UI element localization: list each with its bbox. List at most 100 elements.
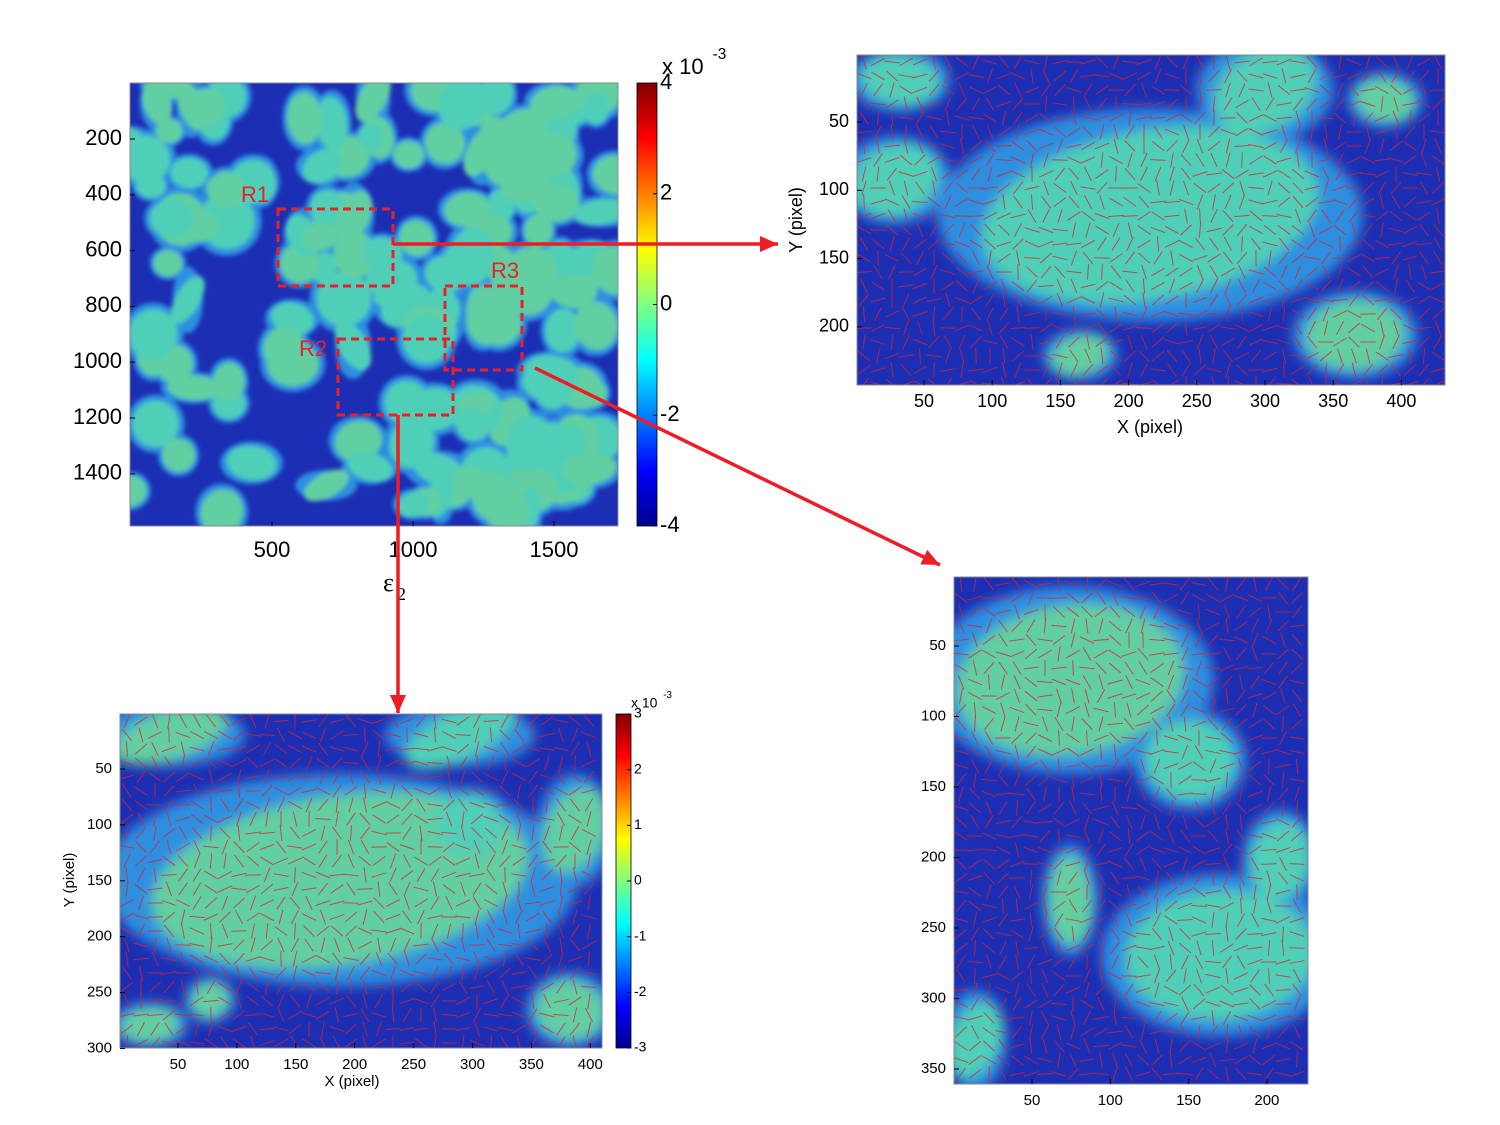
cell: [170, 275, 205, 324]
vector: [525, 901, 541, 905]
vector: [988, 1066, 990, 1082]
vector: [956, 955, 966, 969]
vector: [941, 84, 955, 96]
vector: [1179, 224, 1193, 236]
vector: [1292, 983, 1302, 997]
vector: [1223, 236, 1233, 252]
y-tick-label: 200: [819, 316, 849, 336]
vector: [1184, 320, 1188, 336]
vector: [1081, 141, 1095, 151]
vector: [1210, 278, 1218, 294]
vector: [986, 306, 994, 322]
vector: [1179, 113, 1193, 123]
vector: [1252, 1038, 1258, 1054]
vector: [1281, 292, 1287, 308]
vector: [1065, 678, 1081, 686]
vector: [956, 969, 966, 983]
vector: [1280, 632, 1286, 648]
vector: [1012, 97, 1024, 111]
vector: [568, 771, 582, 783]
vector: [259, 831, 275, 835]
x-tick-label: 1500: [530, 537, 579, 562]
y-tick-label: 100: [87, 816, 112, 833]
vector: [1137, 239, 1151, 249]
vector: [1305, 266, 1319, 278]
vector: [497, 1013, 513, 1017]
vector: [1136, 116, 1152, 120]
vector: [1261, 678, 1277, 686]
vector: [581, 788, 597, 794]
vector: [1193, 182, 1207, 194]
vector: [1306, 364, 1318, 376]
vector: [901, 306, 911, 322]
vector: [1038, 649, 1052, 659]
vector: [999, 335, 1009, 349]
vector: [1037, 748, 1053, 756]
vector: [218, 730, 232, 740]
vector: [1306, 55, 1318, 69]
vector: [1374, 158, 1390, 162]
vector: [274, 1038, 288, 1048]
vector: [1083, 194, 1093, 210]
vector: [545, 797, 549, 813]
vector: [445, 965, 453, 981]
vector: [501, 825, 509, 841]
vector: [1051, 624, 1067, 628]
vector: [1107, 860, 1123, 868]
vector: [1225, 828, 1229, 844]
vector: [401, 812, 413, 826]
vector: [1124, 251, 1136, 265]
vector: [927, 140, 941, 152]
vector: [1417, 57, 1431, 67]
vector: [974, 716, 976, 732]
vector: [288, 1023, 302, 1035]
colorbar-tick-label: 4: [660, 69, 672, 94]
vector: [968, 86, 984, 94]
vector: [1267, 940, 1271, 956]
vector: [264, 769, 270, 785]
vector: [162, 855, 176, 867]
vector: [902, 320, 910, 336]
vector: [1140, 334, 1148, 350]
vector: [236, 769, 242, 785]
vector: [399, 844, 415, 850]
vector: [959, 688, 963, 704]
vector: [191, 826, 203, 840]
vector: [147, 972, 163, 974]
vector: [399, 927, 415, 935]
vector: [1177, 624, 1193, 628]
vector: [1065, 706, 1081, 714]
vector: [1039, 252, 1053, 264]
vector: [1207, 829, 1219, 843]
vector: [433, 1021, 437, 1037]
vector: [1139, 786, 1147, 802]
vector: [1140, 166, 1148, 182]
vector: [931, 208, 937, 224]
vector: [387, 714, 399, 728]
vector: [1224, 194, 1232, 210]
vector: [982, 198, 998, 206]
vector: [414, 1037, 428, 1048]
vector: [1308, 376, 1313, 385]
vector: [1139, 856, 1147, 872]
cell: [358, 123, 385, 151]
vector: [1095, 280, 1109, 292]
vector: [954, 873, 968, 883]
vector: [1066, 747, 1080, 757]
vector: [889, 180, 895, 196]
vector: [1037, 597, 1053, 599]
vector: [1251, 618, 1259, 634]
vector: [1233, 594, 1249, 602]
vector: [399, 1026, 415, 1032]
vector: [441, 983, 457, 991]
vector: [981, 705, 997, 715]
vector: [1163, 593, 1179, 603]
vector: [968, 887, 982, 897]
y-tick-label: 150: [87, 872, 112, 889]
vector: [1125, 1066, 1133, 1082]
vector: [1127, 786, 1131, 802]
vector: [1149, 638, 1165, 642]
heatmap-image: [954, 577, 1308, 1084]
vector: [1066, 296, 1082, 304]
vector: [319, 727, 327, 743]
